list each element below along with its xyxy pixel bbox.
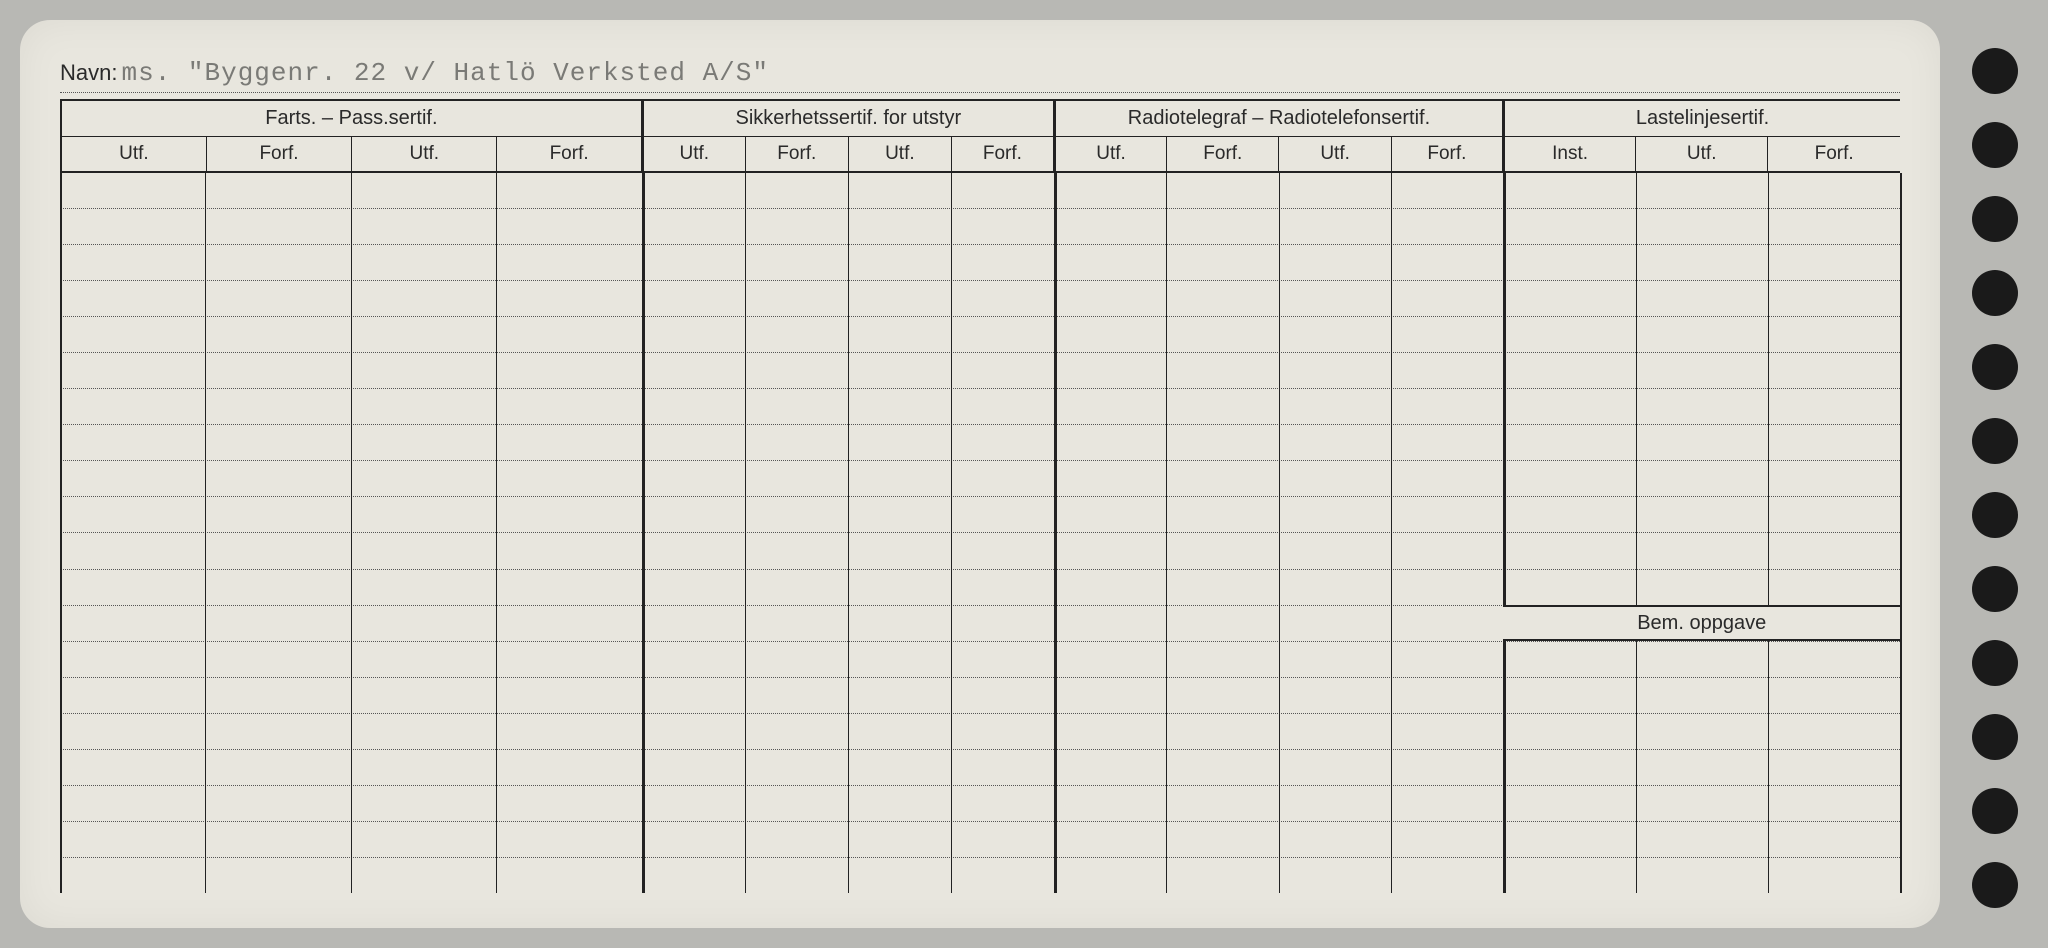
column-header: Forf. — [745, 137, 848, 173]
vline — [1166, 173, 1167, 893]
section-header: Farts. – Pass.sertif. — [61, 100, 642, 137]
vline — [1054, 173, 1057, 893]
column-header: Utf. — [642, 137, 745, 173]
section-header: Lastelinjesertif. — [1504, 100, 1900, 137]
binder-hole — [1972, 492, 2018, 538]
column-header: Forf. — [1167, 137, 1279, 173]
sub-header-row: Utf.Forf.Utf.Forf.Utf.Forf.Utf.Forf.Utf.… — [61, 137, 1900, 173]
column-header: Forf. — [1768, 137, 1900, 173]
vline — [1391, 173, 1392, 893]
column-header: Utf. — [1054, 137, 1166, 173]
bem-oppgave-label: Bem. oppgave — [1503, 605, 1900, 641]
column-header: Utf. — [352, 137, 497, 173]
vline — [496, 173, 497, 893]
vline — [848, 173, 849, 893]
vline — [1503, 173, 1506, 893]
binder-hole — [1972, 862, 2018, 908]
vertical-rules — [60, 173, 1900, 893]
binder-hole — [1972, 714, 2018, 760]
column-header: Utf. — [848, 137, 951, 173]
binder-hole — [1972, 344, 2018, 390]
vline — [1279, 173, 1280, 893]
binder-hole — [1972, 566, 2018, 612]
binder-hole — [1972, 418, 2018, 464]
vline — [1900, 173, 1902, 893]
column-header: Forf. — [951, 137, 1054, 173]
vline — [642, 173, 645, 893]
certificate-table: Farts. – Pass.sertif.Sikkerhetssertif. f… — [60, 99, 1900, 173]
column-header: Forf. — [206, 137, 351, 173]
vline — [745, 173, 746, 893]
navn-label: Navn: — [60, 60, 117, 86]
section-header: Radiotelegraf – Radiotelefonsertif. — [1054, 100, 1503, 137]
table-body: Bem. oppgave — [60, 173, 1900, 893]
section-header-row: Farts. – Pass.sertif.Sikkerhetssertif. f… — [61, 100, 1900, 137]
column-header: Inst. — [1504, 137, 1636, 173]
binder-hole — [1972, 196, 2018, 242]
title-row: Navn: ms. "Byggenr. 22 v/ Hatlö Verksted… — [60, 58, 1900, 93]
column-header: Forf. — [1391, 137, 1503, 173]
navn-value: ms. "Byggenr. 22 v/ Hatlö Verksted A/S" — [121, 58, 769, 88]
vline — [1768, 173, 1769, 893]
section-header: Sikkerhetssertif. for utstyr — [642, 100, 1054, 137]
vline — [951, 173, 952, 893]
binder-hole — [1972, 122, 2018, 168]
binder-hole — [1972, 270, 2018, 316]
vline — [205, 173, 206, 893]
column-header: Forf. — [497, 137, 642, 173]
column-header: Utf. — [1279, 137, 1391, 173]
vline — [1636, 173, 1637, 893]
binder-hole — [1972, 640, 2018, 686]
vline — [351, 173, 352, 893]
column-header: Utf. — [1636, 137, 1768, 173]
column-header: Utf. — [61, 137, 206, 173]
binder-hole — [1972, 788, 2018, 834]
index-card: Navn: ms. "Byggenr. 22 v/ Hatlö Verksted… — [20, 20, 1940, 928]
binder-hole — [1972, 48, 2018, 94]
binder-holes — [1972, 48, 2018, 908]
